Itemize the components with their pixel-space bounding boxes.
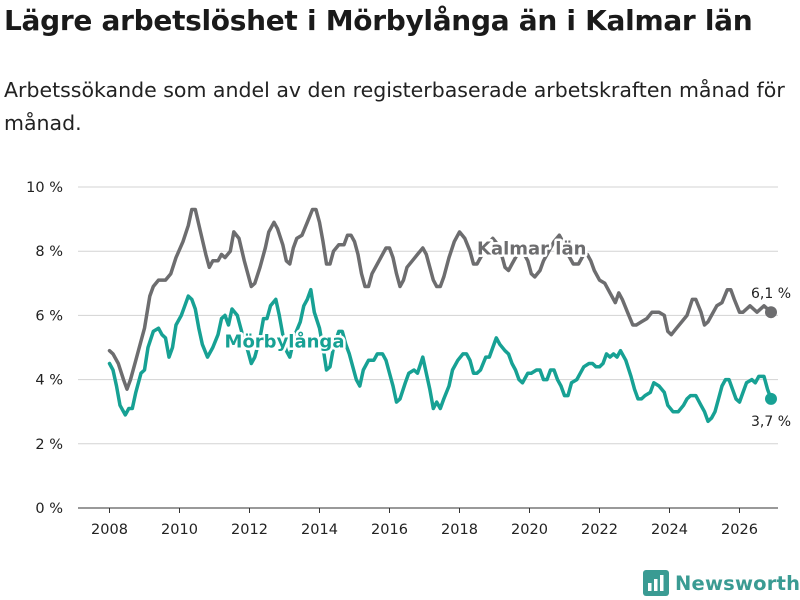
end-value-label-morbylanga: 3,7 % <box>751 414 791 430</box>
series-end-dot-morbylanga <box>765 392 777 405</box>
series-lines <box>107 207 777 424</box>
x-tick-label: 2014 <box>301 522 338 538</box>
axes: 0 % 2 % 4 % 6 % 8 % 10 % 2008 2010 2012 2014 2016 2… <box>26 180 778 538</box>
y-tick-label: 6 % <box>35 308 63 324</box>
series-end-dot-kalmar <box>765 306 777 319</box>
brand[interactable]: Newsworthy <box>643 569 800 597</box>
y-tick-label: 8 % <box>35 244 63 260</box>
x-tick-label: 2018 <box>441 522 478 538</box>
series-labels: Kalmar län Mörbylånga 6,1 % 3,7 % <box>222 236 793 432</box>
y-tick-label: 0 % <box>35 501 63 517</box>
x-tick-label: 2022 <box>581 522 618 538</box>
y-tick-label: 10 % <box>26 180 63 196</box>
x-tick-label: 2012 <box>231 522 268 538</box>
x-tick-label: 2024 <box>651 522 688 538</box>
y-tick-label: 4 % <box>35 373 63 389</box>
series-line-morbylanga <box>107 287 773 424</box>
chart-subtitle: Arbetssökande som andel av den registerb… <box>4 78 785 135</box>
end-value-label-kalmar: 6,1 % <box>751 286 791 302</box>
series-name-kalmar: Kalmar län <box>477 238 586 259</box>
x-tick-label: 2010 <box>161 522 198 538</box>
x-tick-label: 2020 <box>511 522 548 538</box>
chart-title: Lägre arbetslöshet i Mörbylånga än i Kal… <box>4 4 753 37</box>
x-tick-label: 2008 <box>91 522 128 538</box>
x-tick-label: 2026 <box>721 522 758 538</box>
x-tick-label: 2016 <box>371 522 408 538</box>
series-name-morbylanga: Mörbylånga <box>225 331 345 353</box>
y-tick-label: 2 % <box>35 437 63 453</box>
newsworthy-logo-icon <box>643 570 669 596</box>
series-line-kalmar <box>107 207 773 391</box>
brand-name: Newsworthy <box>675 571 800 595</box>
